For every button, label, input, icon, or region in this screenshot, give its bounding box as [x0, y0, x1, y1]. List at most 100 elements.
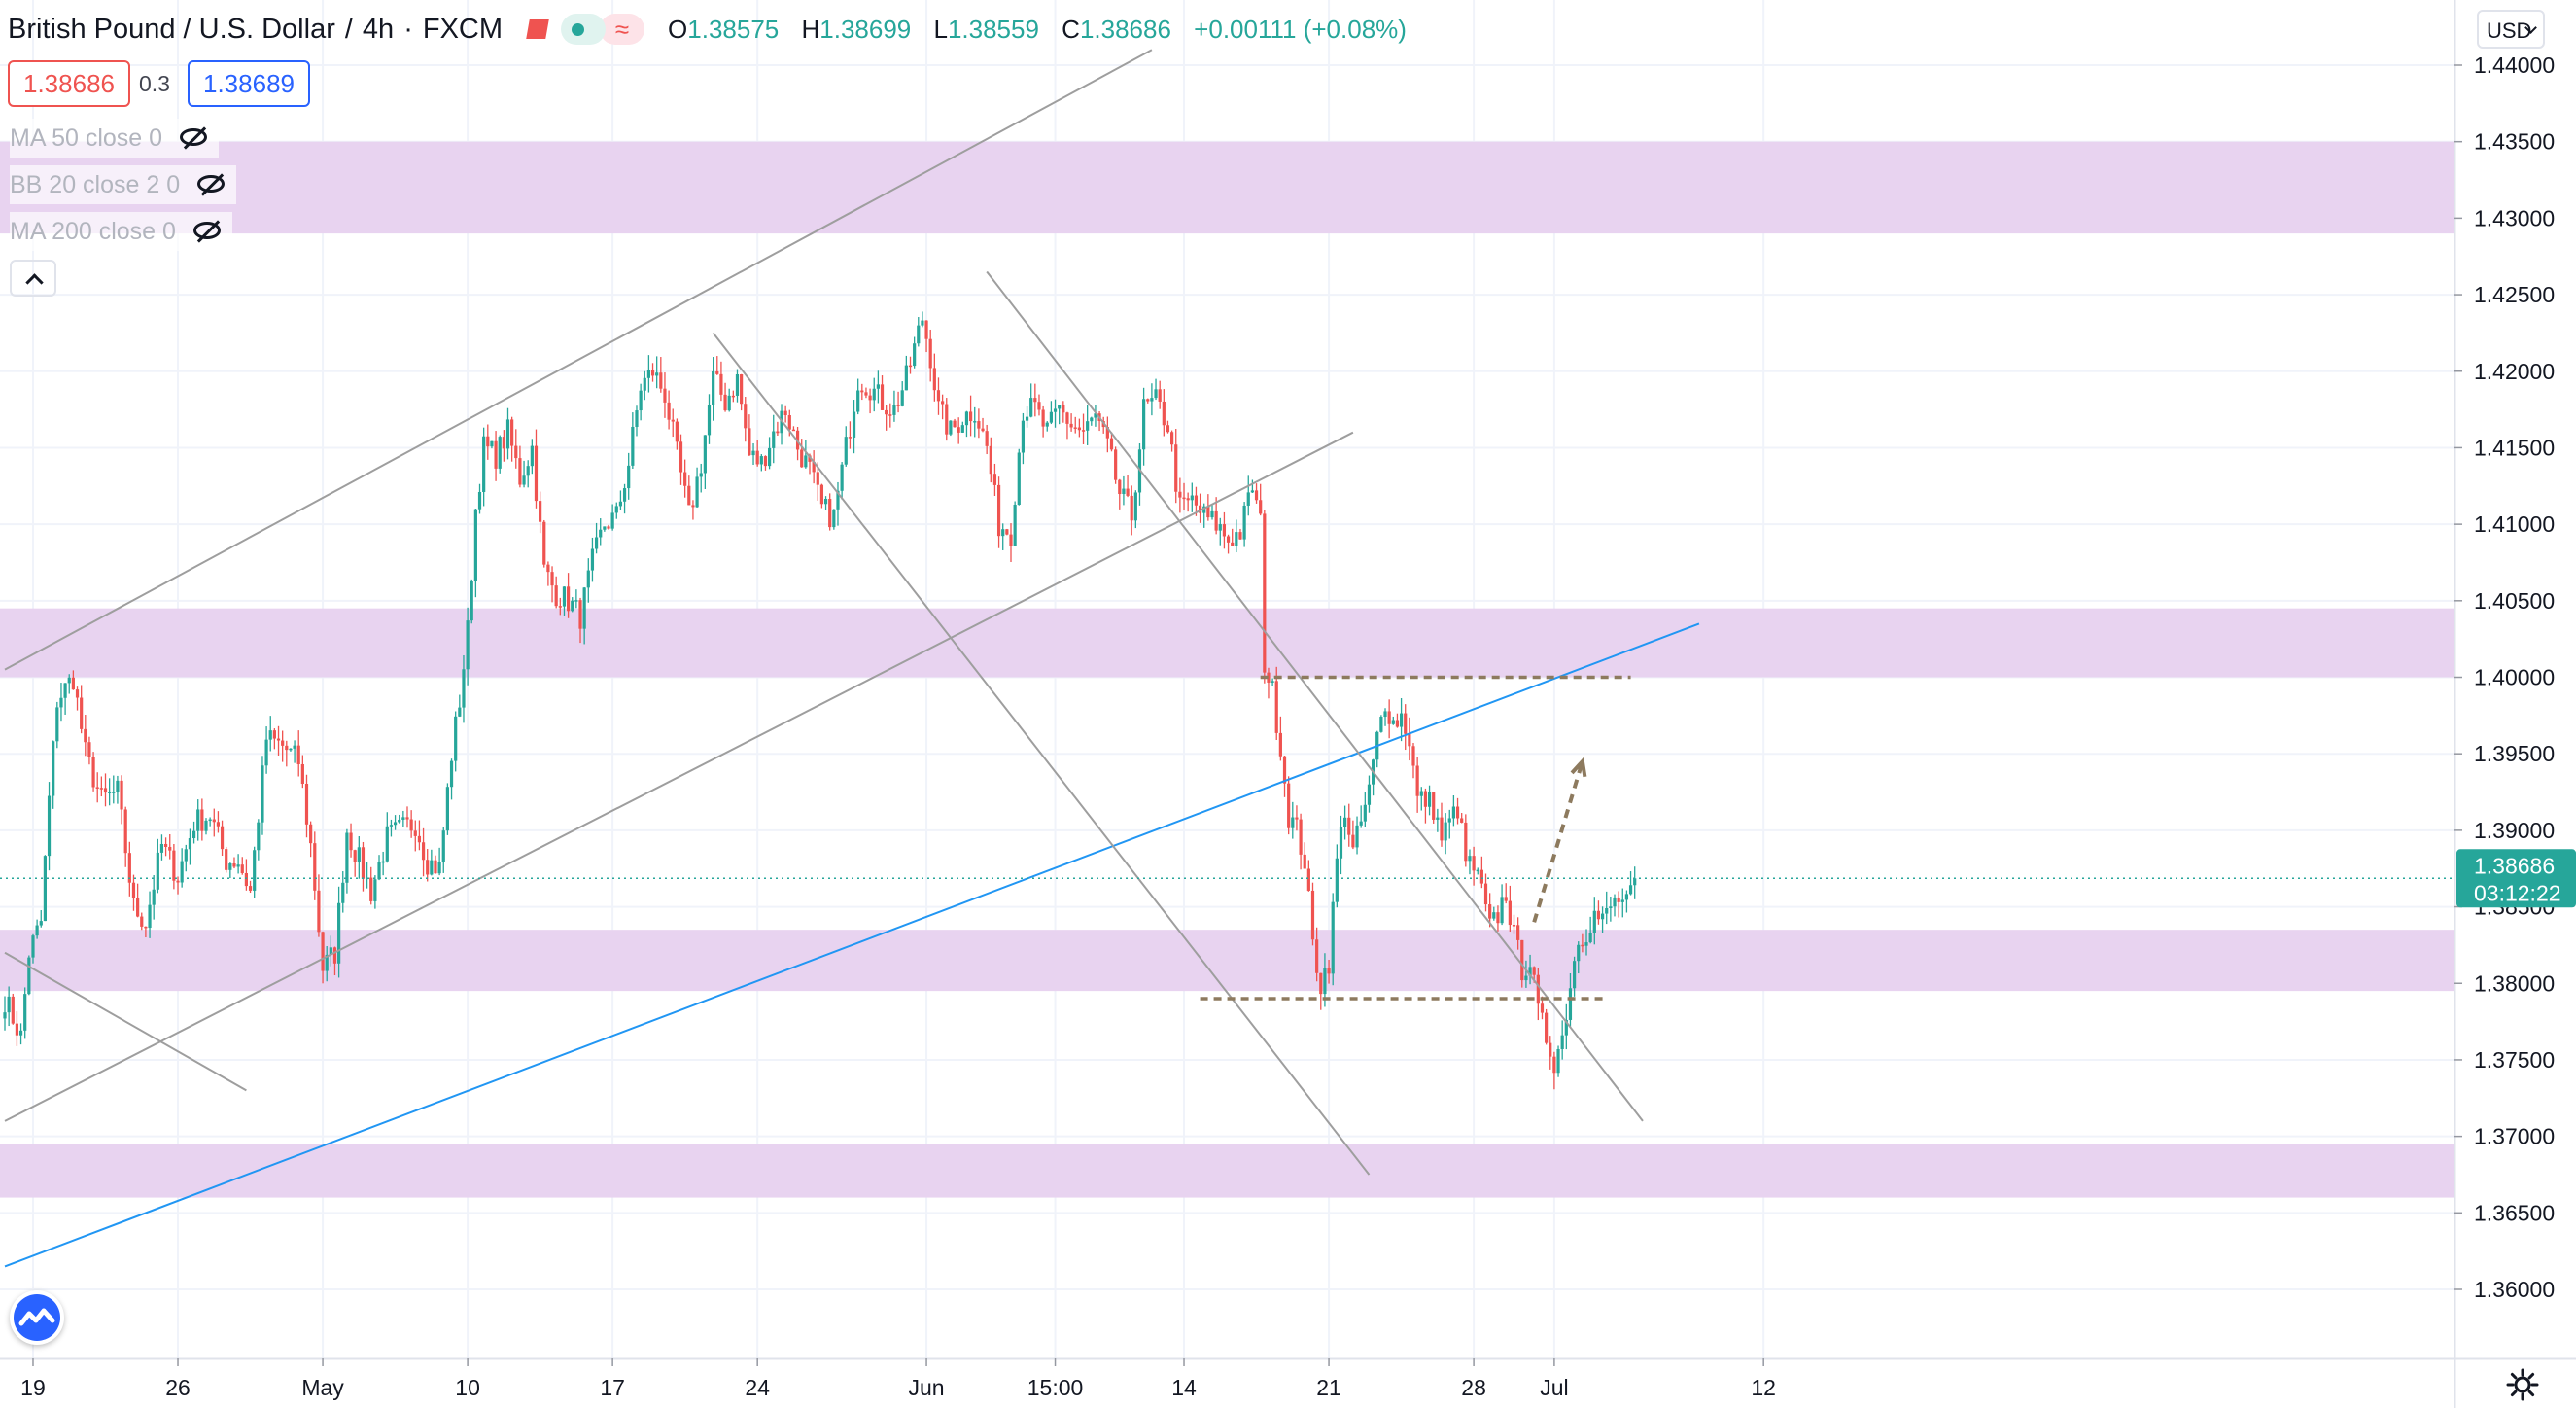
- candle-body: [1363, 804, 1367, 822]
- candle-body: [1198, 505, 1202, 513]
- candle: [59, 683, 63, 722]
- candle: [1194, 486, 1199, 516]
- candle: [309, 821, 313, 858]
- candle-body: [603, 526, 607, 530]
- candle-body: [1339, 827, 1343, 859]
- candle-body: [43, 856, 47, 922]
- candle: [1335, 844, 1339, 908]
- candle: [695, 467, 699, 508]
- candle-body: [1532, 967, 1536, 975]
- candle-body: [510, 419, 514, 446]
- last-price-bg: [2456, 849, 2576, 908]
- candle: [1158, 380, 1162, 409]
- candle-body: [71, 677, 75, 690]
- candle: [627, 452, 631, 500]
- candle: [1472, 846, 1476, 886]
- candle-body: [1202, 506, 1206, 513]
- candle-body: [969, 411, 973, 422]
- buy-price-button[interactable]: 1.38689: [188, 60, 310, 107]
- symbol-title[interactable]: British Pound / U.S. Dollar: [8, 13, 335, 45]
- trendline-channel-upper: [4, 49, 1153, 671]
- eye-hidden-icon[interactable]: [178, 127, 211, 149]
- candle-body: [812, 461, 816, 473]
- candle: [586, 558, 590, 603]
- candle: [1581, 933, 1584, 953]
- interval-label[interactable]: 4h: [362, 13, 395, 45]
- tradingview-logo-icon[interactable]: [10, 1290, 64, 1345]
- gear-icon[interactable]: [2506, 1368, 2539, 1401]
- candle-body: [1146, 399, 1150, 402]
- candle-body: [534, 445, 539, 502]
- sell-price-button[interactable]: 1.38686: [8, 60, 130, 107]
- candle: [1231, 528, 1235, 546]
- candle: [381, 851, 385, 876]
- candle-body: [449, 760, 454, 788]
- candle: [417, 820, 422, 851]
- x-tick-label: 12: [1751, 1375, 1776, 1400]
- candle-body: [1081, 430, 1086, 432]
- candle-body: [1090, 417, 1094, 422]
- candle-body: [188, 838, 192, 850]
- candle-body: [748, 428, 751, 456]
- candle-body: [417, 835, 422, 843]
- delay-wave-icon[interactable]: ≈: [600, 14, 645, 45]
- candle-body: [321, 932, 325, 971]
- candle: [1271, 678, 1274, 686]
- candle: [530, 439, 534, 475]
- candle-body: [594, 537, 599, 549]
- candle: [1617, 891, 1620, 918]
- candle: [687, 475, 691, 506]
- chart-header: British Pound / U.S. Dollar / 4h · FXCM …: [8, 8, 1407, 51]
- candle-body: [981, 428, 985, 432]
- candle-body: [1415, 765, 1419, 796]
- candle-body: [220, 826, 225, 850]
- eye-hidden-icon[interactable]: [191, 221, 225, 242]
- candle: [1343, 805, 1347, 840]
- indicator-ma200[interactable]: MA 200 close 0: [10, 212, 232, 251]
- candle-body: [84, 728, 87, 743]
- candle-body: [1460, 818, 1464, 823]
- candle: [913, 336, 917, 369]
- candle-body: [900, 390, 904, 406]
- candle: [473, 509, 477, 598]
- candle-body: [964, 411, 969, 426]
- candle: [80, 685, 84, 734]
- candle-body: [627, 465, 631, 489]
- candle: [1142, 387, 1146, 466]
- candle: [844, 426, 848, 467]
- candle-body: [1468, 856, 1472, 862]
- candle: [373, 875, 377, 909]
- candle: [1017, 448, 1021, 506]
- candle-body: [1383, 711, 1387, 718]
- flag-icon[interactable]: [526, 19, 549, 39]
- collapse-indicators-button[interactable]: [10, 260, 56, 297]
- candle-body: [1628, 885, 1633, 895]
- eye-hidden-icon[interactable]: [195, 174, 228, 195]
- candle: [441, 827, 445, 873]
- candle-body: [1282, 756, 1287, 784]
- candle-body: [1379, 717, 1383, 732]
- indicator-bb20[interactable]: BB 20 close 2 0: [10, 165, 237, 204]
- candle-body: [1126, 488, 1130, 496]
- candle-body: [505, 419, 510, 449]
- candle-body: [325, 954, 329, 971]
- candle: [120, 775, 123, 825]
- candle-body: [723, 394, 727, 411]
- market-open-icon[interactable]: [561, 14, 607, 45]
- candle-body: [1387, 711, 1391, 724]
- candle: [1620, 888, 1624, 918]
- candle-body: [55, 707, 59, 742]
- candle: [140, 912, 144, 931]
- currency-selector[interactable]: USD: [2477, 10, 2545, 49]
- candle: [1254, 483, 1259, 504]
- indicator-ma50[interactable]: MA 50 close 0: [10, 119, 220, 158]
- candle-body: [936, 390, 941, 402]
- zone-band-1: [0, 608, 2454, 678]
- candle-body: [546, 564, 550, 573]
- candle: [712, 357, 715, 421]
- candle: [1327, 959, 1331, 984]
- candle-body: [578, 600, 582, 629]
- candle: [659, 357, 663, 393]
